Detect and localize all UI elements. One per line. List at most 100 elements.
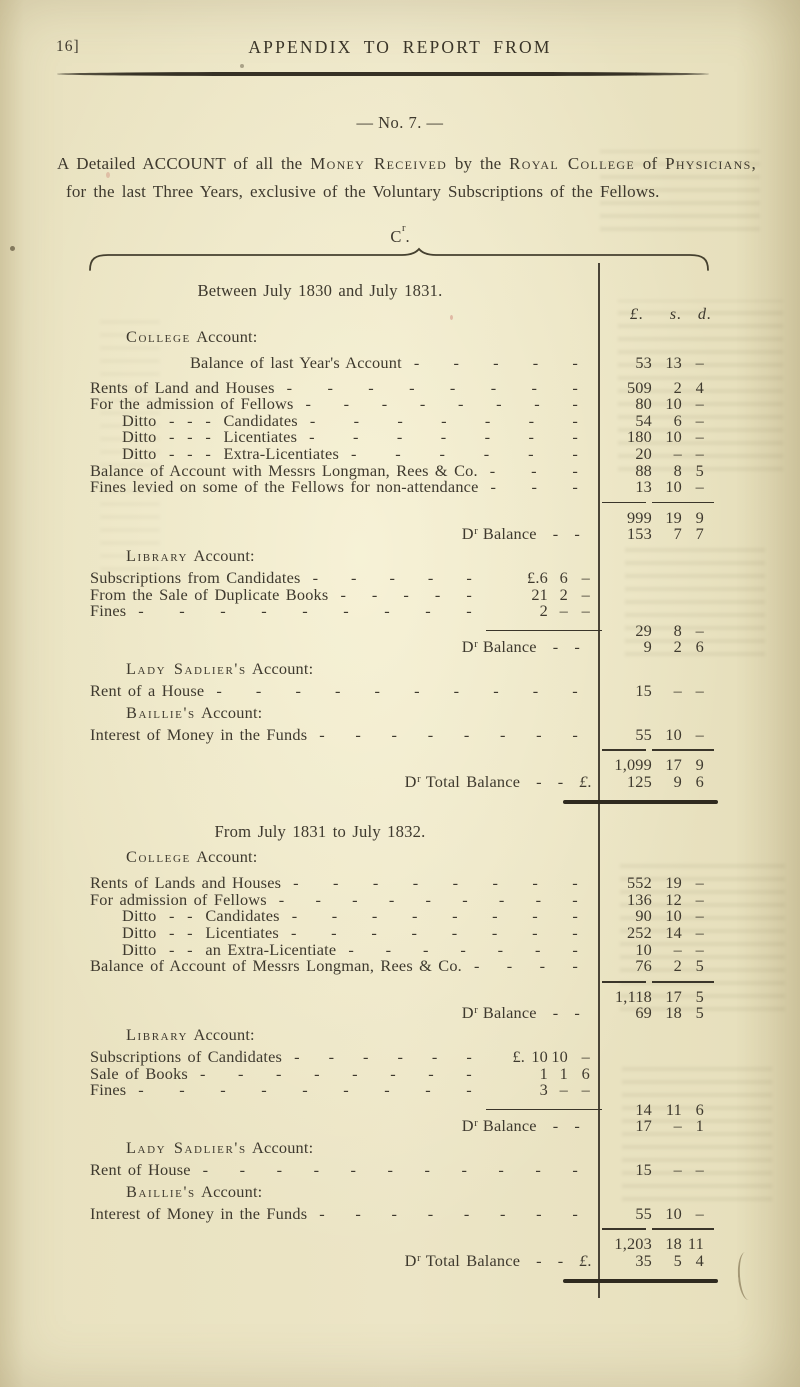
account-row: From the Sale of Duplicate Books - - - - -21 2… xyxy=(90,586,720,603)
account-heading-name: Lady Sadlier's xyxy=(126,1138,247,1157)
amount-pence: 6 xyxy=(581,1063,590,1083)
amount-pence: 5 xyxy=(695,956,704,976)
leader-dash: - xyxy=(466,567,472,587)
dash-leader: ------ xyxy=(282,1048,480,1065)
credit-abbrev-letter: C xyxy=(390,227,402,246)
intro-smallcaps-segment: Royal College xyxy=(509,154,635,173)
leader-dash: - xyxy=(302,601,308,621)
subtotal-rule xyxy=(602,980,714,983)
leader-dash: - xyxy=(572,353,578,372)
leader-dash: - xyxy=(574,524,580,544)
period-heading: Between July 1830 and July 1831. xyxy=(197,281,443,300)
account-row: Subscriptions of Candidates - - - - - - £. 10 10… xyxy=(90,1048,720,1065)
leader-dash: - xyxy=(413,353,420,372)
amount-shillings: 6 xyxy=(673,410,682,430)
amount-pence: – xyxy=(695,939,704,959)
leader-dash: - xyxy=(572,443,578,463)
dash-leader: ----- xyxy=(402,354,586,371)
currency-header-pounds: £. xyxy=(629,304,645,323)
balance-label: Balance xyxy=(482,524,537,544)
leader-dash: - xyxy=(293,873,299,893)
leader-dash: - xyxy=(138,1080,144,1100)
amount-shillings: 18 xyxy=(665,1003,682,1023)
dash-leader: ---- xyxy=(462,957,586,974)
leader-dash: - xyxy=(497,939,504,959)
leader-dash: - xyxy=(572,460,578,480)
currency-header-row: £. s. d. xyxy=(90,305,720,323)
amount-pounds: 20 xyxy=(635,443,652,463)
amount-pence: 9 xyxy=(695,755,704,775)
leader-dash: - xyxy=(534,394,540,414)
brace-graphic xyxy=(89,247,709,271)
leader-dash: - xyxy=(531,477,538,497)
leader-dash: - xyxy=(528,427,535,447)
leader-dash: - xyxy=(409,377,415,397)
account-row-label: Subscriptions from Candidates xyxy=(90,567,301,587)
leader-dash: - xyxy=(371,584,378,604)
leader-dash: - xyxy=(463,724,470,744)
account-row-label: Balance of Account with Messrs Longman, … xyxy=(90,460,478,480)
pen-mark xyxy=(736,1251,758,1301)
leader-dash: - xyxy=(199,1063,206,1083)
leader-dash: - xyxy=(425,889,432,909)
leader-dash: - xyxy=(403,584,410,604)
leader-dash: - xyxy=(371,923,377,943)
amount-pence: – xyxy=(695,906,704,926)
leader-dash: - xyxy=(536,1250,542,1270)
dash-leader: -------- xyxy=(275,379,586,396)
leader-dash: - xyxy=(343,394,350,414)
leader-dash: - xyxy=(202,1160,209,1179)
leader-dash: - xyxy=(411,906,418,926)
currency-header-shillings: s. xyxy=(669,304,683,323)
account-row-label: For admission of Fellows xyxy=(90,889,267,909)
dash-leader: -------- xyxy=(188,1065,480,1082)
leader-dash: - xyxy=(572,889,578,909)
leader-dash: - xyxy=(343,601,349,621)
subtotal-rule xyxy=(602,1228,714,1230)
amount-shillings: 2 xyxy=(673,637,682,657)
leader-dash: - xyxy=(572,939,578,959)
leader-dash: - xyxy=(528,410,535,430)
account-row-label: For the admission of Fellows xyxy=(90,394,294,414)
leader-dash: - xyxy=(531,460,537,480)
leader-dash: - xyxy=(491,923,498,943)
leader-dash: - xyxy=(352,1063,358,1083)
leader-dash: - xyxy=(572,1160,578,1179)
leader-dash: - xyxy=(572,410,578,430)
leader-dash: - xyxy=(572,394,578,414)
closing-rule-row xyxy=(90,798,720,806)
leader-dash: - xyxy=(574,1116,580,1136)
leader-dash: - xyxy=(387,1160,394,1179)
amount-shillings: – xyxy=(673,1160,682,1179)
dash-leader: ------- xyxy=(297,428,586,445)
amount-pounds: 136 xyxy=(626,889,652,909)
leader-dash: - xyxy=(552,524,559,544)
intro-paragraph: A Detailed ACCOUNT of all the Money Rece… xyxy=(57,150,756,205)
amount-pounds: 21 xyxy=(531,584,548,604)
leader-dash: - xyxy=(460,939,466,959)
credit-abbrev: Cr. xyxy=(0,223,800,247)
leader-dash: - xyxy=(534,939,541,959)
leader-dash: - xyxy=(427,724,434,744)
leader-dash: - xyxy=(528,443,534,463)
amount-pence: 1 xyxy=(695,1116,704,1136)
subtotal-row: 1,099 17 9 xyxy=(90,756,720,773)
leader-dash: - xyxy=(340,584,347,604)
amount-pence: – xyxy=(695,1160,704,1179)
amount-pounds: 1,118 xyxy=(614,986,652,1006)
amount-pence: – xyxy=(581,1047,590,1067)
leader-dash: - xyxy=(531,377,538,397)
debit-abbrev: D xyxy=(461,524,474,544)
amount-pounds: 509 xyxy=(626,377,652,397)
amount-pounds: 252 xyxy=(626,923,652,943)
leader-dash: - xyxy=(291,906,298,926)
period-heading: From July 1831 to July 1832. xyxy=(214,822,426,842)
intro-segment: , for the last Three Years, exclusive of… xyxy=(66,154,756,201)
leader-dash: - xyxy=(343,1080,349,1100)
amount-shillings: – xyxy=(673,939,682,959)
account-heading: College Account: xyxy=(90,848,720,866)
leader-dash: - xyxy=(419,394,426,414)
amount-pence: – xyxy=(695,353,704,372)
account-heading-name: Library xyxy=(126,1025,189,1045)
subtotal-rule-row xyxy=(90,979,720,985)
